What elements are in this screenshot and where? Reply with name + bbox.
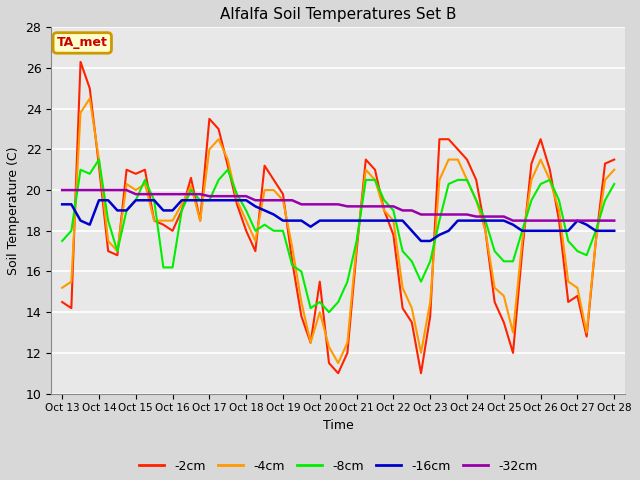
Text: TA_met: TA_met xyxy=(57,36,108,49)
Legend: -2cm, -4cm, -8cm, -16cm, -32cm: -2cm, -4cm, -8cm, -16cm, -32cm xyxy=(134,455,542,478)
Y-axis label: Soil Temperature (C): Soil Temperature (C) xyxy=(7,146,20,275)
Title: Alfalfa Soil Temperatures Set B: Alfalfa Soil Temperatures Set B xyxy=(220,7,456,22)
X-axis label: Time: Time xyxy=(323,419,353,432)
